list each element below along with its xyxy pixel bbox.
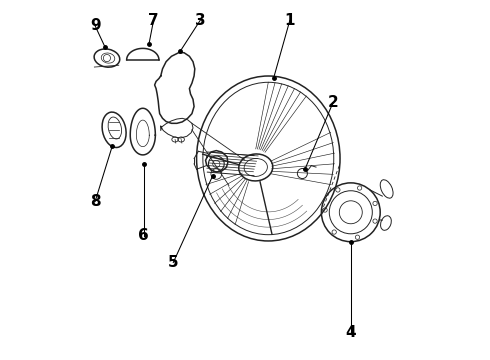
Text: 3: 3 (195, 13, 205, 28)
Text: 4: 4 (345, 325, 356, 340)
Text: 1: 1 (285, 13, 295, 28)
Text: 8: 8 (90, 194, 100, 209)
Text: 2: 2 (327, 95, 338, 111)
Text: 5: 5 (168, 255, 178, 270)
Text: 7: 7 (148, 13, 159, 28)
Text: 6: 6 (139, 228, 149, 243)
Text: 9: 9 (90, 18, 100, 33)
